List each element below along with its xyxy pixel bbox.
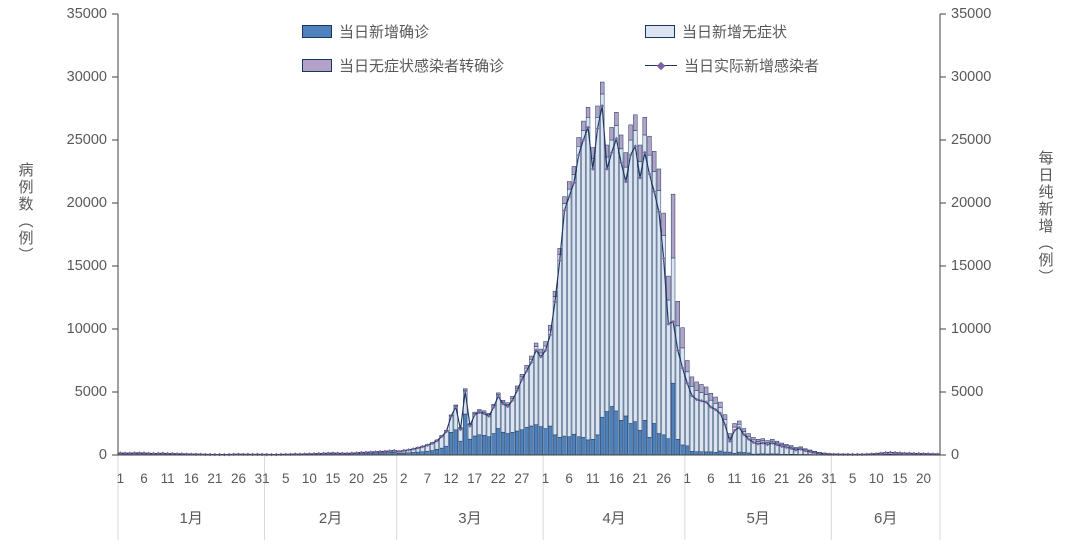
svg-text:15: 15 bbox=[892, 471, 907, 486]
svg-text:6: 6 bbox=[707, 471, 715, 486]
svg-text:26: 26 bbox=[798, 471, 813, 486]
svg-text:11: 11 bbox=[586, 471, 600, 486]
svg-text:16: 16 bbox=[751, 471, 766, 486]
legend-row-1: 当日新增确诊 当日新增无症状 bbox=[302, 21, 787, 42]
legend-label-confirmed: 当日新增确诊 bbox=[339, 24, 430, 41]
svg-text:1: 1 bbox=[542, 471, 550, 486]
legend-swatch-asymptomatic-icon bbox=[645, 25, 675, 38]
legend-swatch-confirmed-icon bbox=[302, 25, 332, 38]
line-marker-icon bbox=[645, 59, 677, 72]
legend-swatch-converted-icon bbox=[302, 59, 332, 72]
svg-text:35000: 35000 bbox=[951, 6, 991, 22]
svg-text:21: 21 bbox=[207, 471, 222, 486]
svg-text:27: 27 bbox=[514, 471, 529, 486]
left-axis-title: 病例数（例） bbox=[16, 162, 34, 264]
svg-text:15000: 15000 bbox=[951, 258, 991, 274]
legend-item-asymptomatic: 当日新增无症状 bbox=[645, 21, 787, 42]
svg-text:11: 11 bbox=[727, 471, 741, 486]
svg-text:26: 26 bbox=[231, 471, 246, 486]
svg-text:15: 15 bbox=[325, 471, 340, 486]
svg-text:20: 20 bbox=[349, 471, 364, 486]
svg-text:30000: 30000 bbox=[67, 69, 107, 85]
svg-text:20000: 20000 bbox=[951, 195, 991, 211]
legend-item-actual-line: 当日实际新增感染者 bbox=[645, 55, 819, 76]
right-axis-title: 每日纯新增（例） bbox=[1036, 150, 1054, 286]
svg-text:10: 10 bbox=[869, 471, 884, 486]
legend-label-converted: 当日无症状感染者转确诊 bbox=[339, 58, 505, 75]
svg-text:2月: 2月 bbox=[319, 510, 342, 527]
svg-text:30000: 30000 bbox=[951, 69, 991, 85]
svg-text:15000: 15000 bbox=[67, 258, 107, 274]
svg-text:21: 21 bbox=[633, 471, 648, 486]
svg-text:25: 25 bbox=[373, 471, 388, 486]
svg-text:0: 0 bbox=[99, 447, 107, 463]
svg-text:5000: 5000 bbox=[951, 384, 983, 400]
legend-label-actual-line: 当日实际新增感染者 bbox=[684, 58, 820, 75]
svg-text:11: 11 bbox=[161, 471, 175, 486]
svg-text:16: 16 bbox=[184, 471, 199, 486]
svg-text:5: 5 bbox=[282, 471, 290, 486]
svg-text:20: 20 bbox=[916, 471, 931, 486]
svg-text:4月: 4月 bbox=[602, 510, 625, 527]
legend-item-confirmed: 当日新增确诊 bbox=[302, 21, 645, 42]
svg-text:25000: 25000 bbox=[67, 132, 107, 148]
svg-text:31: 31 bbox=[821, 471, 836, 486]
svg-text:1: 1 bbox=[684, 471, 692, 486]
svg-text:1月: 1月 bbox=[180, 510, 203, 527]
svg-text:5000: 5000 bbox=[75, 384, 107, 400]
svg-text:26: 26 bbox=[656, 471, 671, 486]
svg-text:6月: 6月 bbox=[874, 510, 897, 527]
svg-text:35000: 35000 bbox=[67, 6, 107, 22]
svg-text:10000: 10000 bbox=[951, 321, 991, 337]
svg-text:1: 1 bbox=[117, 471, 125, 486]
svg-text:31: 31 bbox=[255, 471, 270, 486]
svg-text:7: 7 bbox=[424, 471, 432, 486]
svg-text:6: 6 bbox=[140, 471, 148, 486]
svg-text:21: 21 bbox=[774, 471, 789, 486]
svg-text:5月: 5月 bbox=[746, 510, 769, 527]
svg-text:6: 6 bbox=[565, 471, 573, 486]
legend-row-2: 当日无症状感染者转确诊 当日实际新增感染者 bbox=[302, 55, 819, 76]
svg-text:5: 5 bbox=[849, 471, 857, 486]
svg-text:10000: 10000 bbox=[67, 321, 107, 337]
svg-text:2: 2 bbox=[400, 471, 408, 486]
svg-text:16: 16 bbox=[609, 471, 624, 486]
svg-text:12: 12 bbox=[444, 471, 459, 486]
legend-label-asymptomatic: 当日新增无症状 bbox=[682, 24, 788, 41]
svg-text:25000: 25000 bbox=[951, 132, 991, 148]
svg-text:22: 22 bbox=[491, 471, 506, 486]
svg-text:3月: 3月 bbox=[458, 510, 481, 527]
svg-text:0: 0 bbox=[951, 447, 959, 463]
legend-item-converted: 当日无症状感染者转确诊 bbox=[302, 55, 645, 76]
svg-text:10: 10 bbox=[302, 471, 317, 486]
svg-text:20000: 20000 bbox=[67, 195, 107, 211]
svg-text:17: 17 bbox=[467, 471, 482, 486]
